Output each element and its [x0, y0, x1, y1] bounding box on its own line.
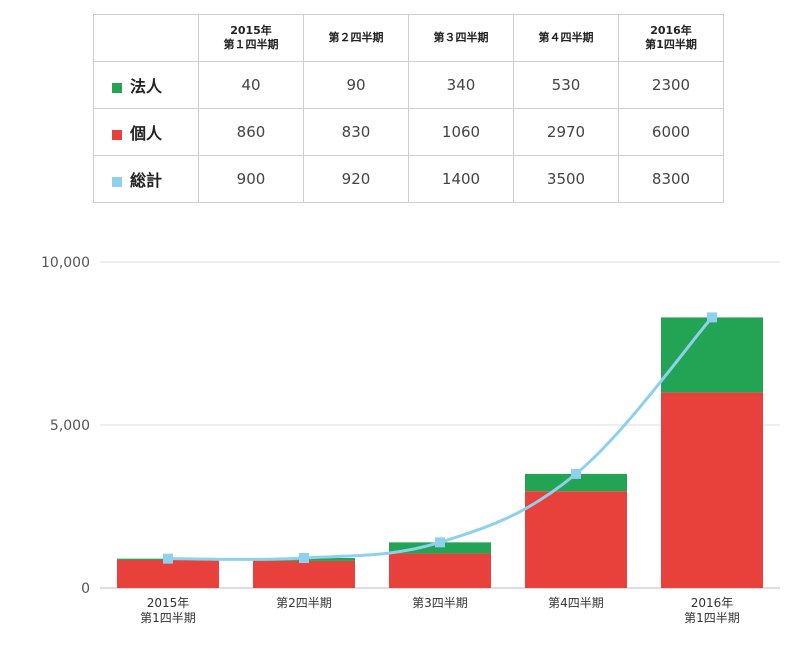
- bar-segment: [253, 560, 355, 588]
- bar-segment: [389, 542, 491, 554]
- table-cell: 830: [303, 108, 409, 156]
- x-tick-label: 第3四半期: [412, 596, 468, 610]
- table-row-total: 総計 900 920 1400 3500 8300: [93, 155, 724, 203]
- y-tick-label: 0: [81, 581, 90, 597]
- data-table: 2015年 第１四半期 第２四半期 第３四半期 第４四半期 2016年 第1四半…: [93, 14, 724, 203]
- table-cell: 8300: [618, 155, 724, 203]
- stacked-bar-chart: 0 5,000 10,000 2015年第1四半期 第2四半期 第3四半期 第4四半期 201…: [41, 255, 780, 625]
- x-tick-label: 第4四半期: [548, 596, 604, 610]
- table-cell: 2970: [513, 108, 619, 156]
- bar-segment: [525, 491, 627, 588]
- x-tick-label: 第2四半期: [276, 596, 332, 610]
- column-header: 2015年 第１四半期: [198, 14, 304, 62]
- bar-segment: [661, 317, 763, 393]
- row-label: 個人: [93, 108, 199, 156]
- bar-segment: [117, 559, 219, 588]
- legend-swatch: [112, 130, 122, 140]
- table-row-corporate: 法人 40 90 340 530 2300: [93, 61, 724, 109]
- row-label-text: 総計: [130, 171, 163, 190]
- table-cell: 90: [303, 61, 409, 109]
- column-header: 第２四半期: [303, 14, 409, 62]
- table-cell: 2300: [618, 61, 724, 109]
- table-cell: 6000: [618, 108, 724, 156]
- total-marker: [707, 312, 717, 323]
- table-cell: 920: [303, 155, 409, 203]
- legend-swatch: [112, 177, 122, 187]
- total-marker: [435, 537, 445, 548]
- table-cell: 530: [513, 61, 619, 109]
- bar-segment: [525, 473, 627, 492]
- table-cell: 340: [408, 61, 514, 109]
- y-tick-label: 10,000: [41, 255, 90, 271]
- column-header: 第４四半期: [513, 14, 619, 62]
- total-line: [167, 316, 714, 561]
- total-marker: [299, 553, 309, 564]
- table-header-row: 2015年 第１四半期 第２四半期 第３四半期 第４四半期 2016年 第1四半…: [93, 14, 724, 62]
- row-label-text: 法人: [130, 77, 163, 96]
- row-label-text: 個人: [130, 124, 163, 143]
- table-cell: 900: [198, 155, 304, 203]
- total-marker: [163, 553, 173, 564]
- column-header: 2016年 第1四半期: [618, 14, 724, 62]
- column-header: 第３四半期: [408, 14, 514, 62]
- table-cell: 40: [198, 61, 304, 109]
- bar-segment: [389, 553, 491, 588]
- x-tick-label: 2016年第1四半期: [684, 596, 740, 625]
- total-marker: [571, 468, 581, 479]
- table-cell: 3500: [513, 155, 619, 203]
- y-tick-label: 5,000: [50, 418, 90, 434]
- table-corner-cell: [93, 14, 199, 62]
- table-cell: 1060: [408, 108, 514, 156]
- row-label: 総計: [93, 155, 199, 203]
- table-cell: 1400: [408, 155, 514, 203]
- bar-segment: [661, 392, 763, 588]
- x-tick-label: 2015年第1四半期: [140, 596, 196, 625]
- table-row-individual: 個人 860 830 1060 2970 6000: [93, 108, 724, 156]
- table-cell: 860: [198, 108, 304, 156]
- row-label: 法人: [93, 61, 199, 109]
- legend-swatch: [112, 83, 122, 93]
